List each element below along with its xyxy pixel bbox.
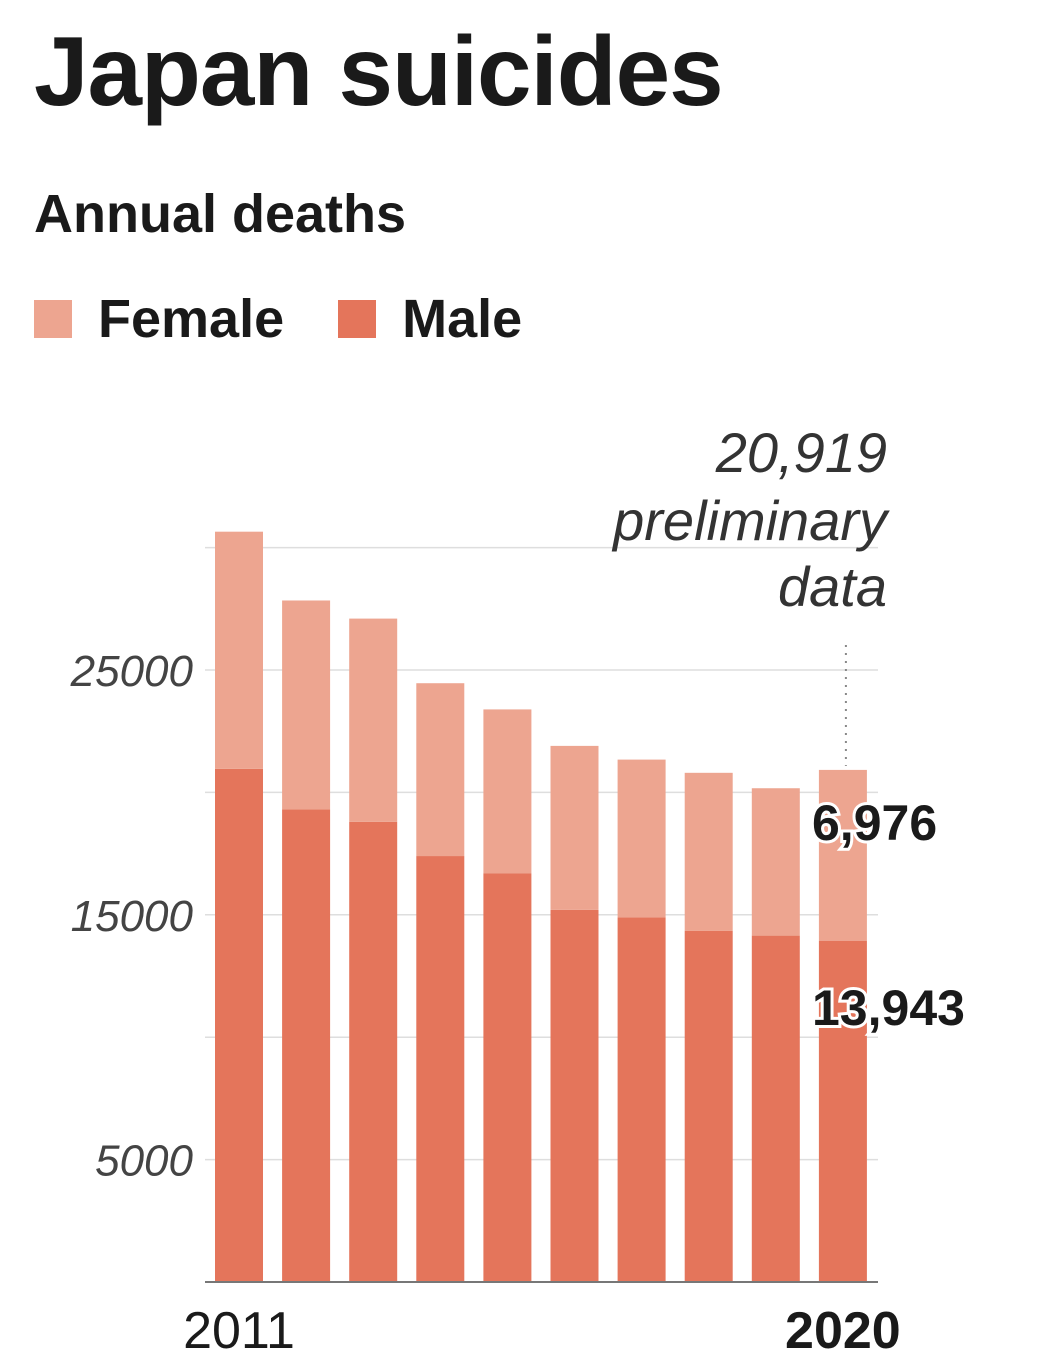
x-tick-label-2011: 2011	[183, 1302, 295, 1360]
bar-male-2015	[483, 873, 532, 1282]
bar-female-2017	[617, 759, 666, 918]
bar-female-2013	[349, 618, 398, 822]
annotation-total-line-3: data	[778, 555, 887, 618]
bar-male-2016	[550, 909, 599, 1282]
bar-male-2018	[684, 930, 733, 1282]
legend-item-male: Male	[338, 292, 522, 346]
legend-label-female: Female	[98, 289, 285, 349]
bar-female-2018	[684, 772, 733, 931]
x-tick-label-2020: 2020	[785, 1302, 901, 1360]
bar-male-2017	[617, 917, 666, 1282]
bar-male-2012	[282, 809, 331, 1282]
legend-item-female: Female	[34, 292, 284, 346]
bar-male-2020	[818, 940, 867, 1282]
bar-female-2020	[818, 769, 867, 941]
annotation-total-line-2: preliminary	[611, 489, 890, 552]
annotation-female-value: 6,976	[812, 795, 937, 851]
bar-female-2012	[282, 600, 331, 810]
bar-female-2014	[416, 683, 465, 857]
annotation-total-line-1: 20,919	[715, 421, 887, 484]
legend-swatch-female	[34, 300, 72, 338]
legend-label-male: Male	[402, 289, 523, 349]
bar-male-2011	[215, 768, 263, 1282]
bar-male-2013	[349, 821, 398, 1282]
y-tick-label-15000: 15000	[71, 892, 194, 941]
bar-female-2016	[550, 745, 599, 910]
bar-female-2015	[483, 709, 532, 874]
page-title: Japan suicides	[34, 16, 724, 126]
bar-male-2019	[751, 935, 800, 1282]
legend: Female Male	[34, 292, 576, 346]
bar-female-2011	[215, 531, 263, 769]
bar-female-2019	[751, 788, 800, 936]
y-tick-label-5000: 5000	[95, 1137, 193, 1186]
annotation-male-value: 13,943	[812, 980, 965, 1036]
legend-swatch-male	[338, 300, 377, 338]
y-tick-label-25000: 25000	[70, 647, 194, 696]
chart-subtitle: Annual deaths	[34, 184, 407, 244]
bar-male-2014	[416, 856, 465, 1282]
